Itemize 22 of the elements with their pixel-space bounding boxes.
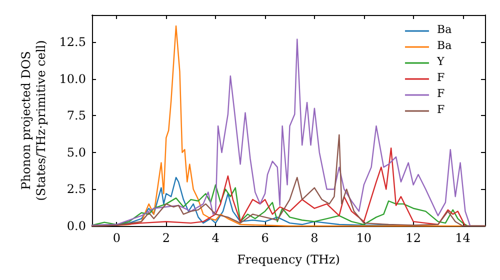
y-tick-label: 2.5 [66, 182, 86, 196]
legend-label: Y [436, 55, 445, 68]
legend-label: F [437, 71, 445, 84]
y-tick-label: 5.0 [66, 145, 86, 160]
x-tick-label: 10 [356, 231, 372, 245]
x-tick-label: 4 [212, 231, 220, 245]
x-tick-label: 2 [162, 231, 170, 245]
x-tick-label: 8 [310, 231, 318, 245]
x-tick-label: 6 [261, 231, 269, 245]
y-tick-label: 7.5 [66, 108, 86, 123]
legend-label: Ba [437, 39, 452, 52]
y-axis-title: Phonon projected DOS (States/THz·primitive cell) [18, 40, 48, 201]
legend-label: F [437, 103, 445, 116]
legend-label: F [437, 87, 445, 100]
x-tick-label: 14 [455, 231, 471, 245]
legend-label: Ba [437, 23, 452, 36]
x-tick-label: 12 [406, 231, 421, 245]
x-tick-label: 0 [112, 231, 121, 245]
y-tick-label: 0.0 [66, 219, 86, 233]
y-tick-label: 10.0 [59, 72, 86, 86]
y-tick-label: 12.5 [59, 35, 86, 50]
x-axis-title: Frequency (THz) [237, 252, 340, 266]
